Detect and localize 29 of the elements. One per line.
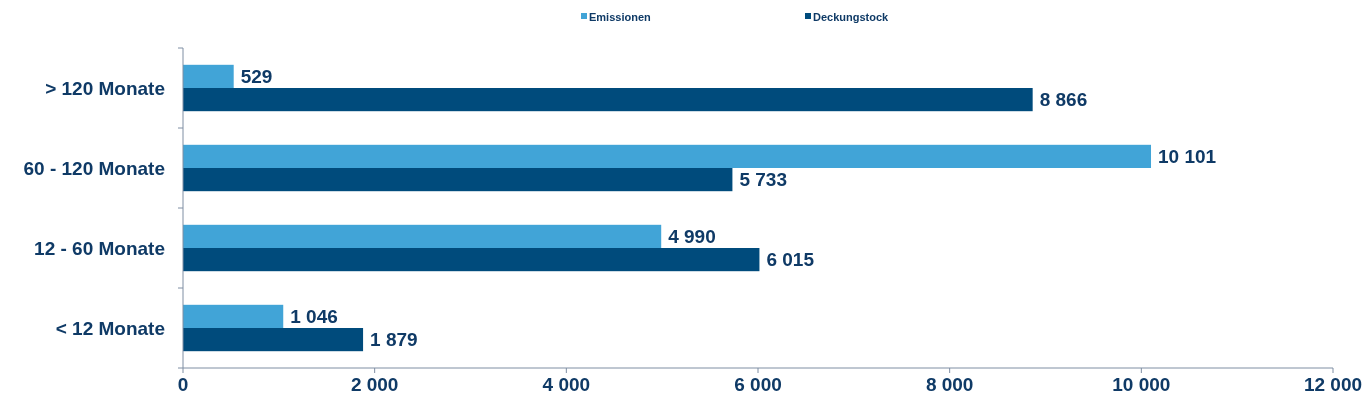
bar [183, 64, 234, 88]
bar [183, 248, 760, 272]
x-tick-label: 12 000 [1303, 374, 1363, 395]
x-tick-label: 0 [177, 374, 189, 395]
x-tick-label: 8 000 [925, 374, 974, 395]
data-label: 6 015 [766, 249, 815, 271]
data-label: 1 879 [370, 329, 418, 351]
bar [183, 304, 284, 328]
bar [183, 224, 662, 248]
bar [183, 328, 364, 352]
data-label: 4 990 [668, 226, 716, 248]
x-tick-label: 10 000 [1112, 374, 1171, 395]
x-tick-label: 4 000 [542, 374, 591, 395]
x-tick-label: 2 000 [350, 374, 399, 395]
legend-label: Emissionen [589, 10, 652, 23]
bar [183, 168, 733, 192]
y-tick-label: 60 - 120 Monate [23, 157, 165, 179]
data-label: 8 866 [1039, 89, 1088, 111]
y-tick-label: 12 - 60 Monate [34, 237, 165, 259]
data-label: 10 101 [1158, 146, 1217, 168]
y-tick-label: < 12 Monate [55, 317, 165, 339]
data-label: 529 [240, 66, 273, 88]
data-label: 5 733 [739, 169, 787, 191]
x-tick-label: 6 000 [734, 374, 782, 395]
legend-label: Deckungstock [813, 10, 890, 23]
bar [183, 144, 1152, 168]
bar [183, 88, 1033, 112]
y-tick-label: > 120 Monate [45, 77, 165, 99]
data-label: 1 046 [290, 306, 338, 328]
